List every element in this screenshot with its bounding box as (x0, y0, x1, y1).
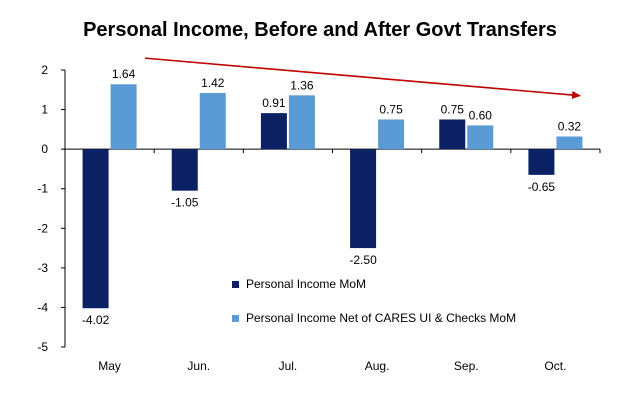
x-tick-label: Jun. (187, 359, 210, 373)
data-label: -1.05 (171, 196, 199, 210)
data-label: -2.50 (349, 253, 377, 267)
y-tick-label: -4 (37, 300, 48, 314)
bar-series-1 (260, 113, 287, 150)
data-label: 0.32 (558, 119, 582, 133)
x-tick-label: Sep. (454, 359, 479, 373)
bar-series-1 (528, 149, 555, 175)
x-tick-label: Oct. (544, 359, 566, 373)
bar-series-2 (467, 125, 494, 150)
legend-label: Personal Income MoM (246, 277, 366, 291)
y-tick-label: 0 (41, 142, 48, 156)
bar-series-1 (171, 149, 198, 191)
data-label: 0.75 (441, 102, 465, 116)
data-label: 1.36 (290, 78, 314, 92)
y-tick-label: 1 (41, 103, 48, 117)
bar-series-2 (378, 119, 405, 150)
trend-arrow (144, 57, 581, 100)
legend-swatch (232, 315, 239, 322)
chart-title: Personal Income, Before and After Govt T… (83, 19, 557, 41)
data-label: -0.65 (528, 180, 556, 194)
data-label: 0.60 (469, 108, 493, 122)
y-tick-label: 2 (41, 63, 48, 77)
x-tick-label: May (98, 359, 121, 373)
data-label: 0.91 (262, 96, 286, 110)
x-tick-label: Jul. (279, 359, 298, 373)
bar-series-2 (288, 95, 315, 150)
data-label: -4.02 (82, 313, 110, 327)
bar-series-2 (556, 136, 583, 150)
data-label: 1.64 (112, 67, 136, 81)
bar-series-1 (439, 119, 466, 150)
legend-swatch (232, 281, 239, 288)
bar-series-1 (82, 149, 109, 309)
data-label: 0.75 (379, 102, 403, 116)
y-tick-label: -5 (37, 340, 48, 354)
bar-series-2 (199, 92, 226, 150)
y-tick-label: -3 (37, 261, 48, 275)
y-tick-label: -2 (37, 221, 48, 235)
bar-series-1 (350, 149, 377, 249)
y-tick-label: -1 (37, 182, 48, 196)
bar-series-2 (110, 84, 137, 150)
data-label: 1.42 (201, 76, 225, 90)
legend-label: Personal Income Net of CARES UI & Checks… (246, 311, 516, 325)
x-tick-label: Aug. (365, 359, 390, 373)
